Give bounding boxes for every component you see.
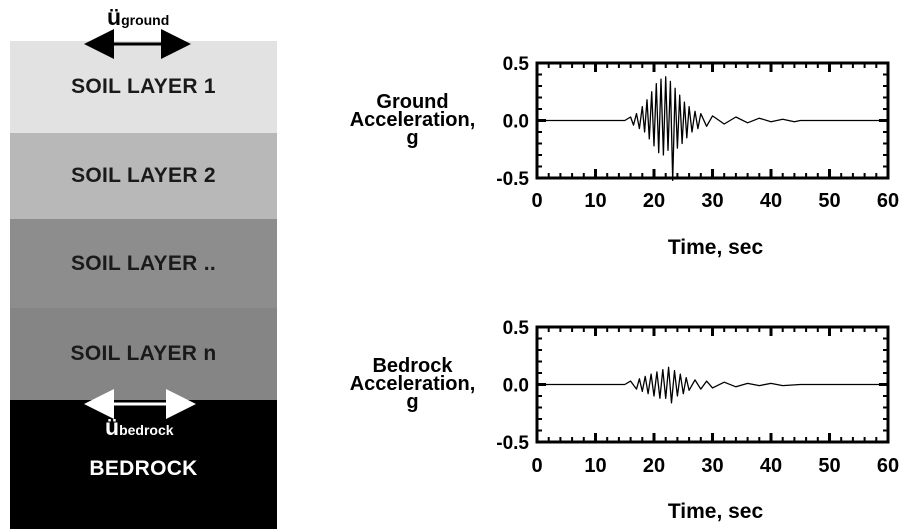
ground-x-tick-label: 30	[701, 190, 723, 212]
soil-layer-2-label: SOIL LAYER 2	[71, 164, 216, 187]
ground-x-axis-label: Time, sec	[668, 236, 764, 259]
bedrock-x-axis-label: Time, sec	[668, 500, 764, 523]
ground-x-tick-label: 20	[643, 190, 665, 212]
ground-y-tick-label: 0.5	[503, 54, 530, 75]
bedrock-x-tick-label: 40	[760, 455, 782, 477]
bedrock-y-tick-label: -0.5	[496, 433, 529, 454]
bedrock-acceleration-series	[537, 366, 888, 404]
bedrock-y-tick-label: 0.0	[503, 376, 529, 397]
bedrock-x-tick-label: 50	[818, 455, 840, 477]
soil-layer-n-label: SOIL LAYER n	[70, 342, 217, 365]
bedrock-acceleration-chart: 0 10 20 30 40 50 60 0.5 0.0 -0.5 Time, sec	[496, 318, 899, 523]
soil-layer-1-label: SOIL LAYER 1	[71, 75, 216, 98]
bedrock-accel-label-line-3: g	[406, 391, 419, 413]
ground-accel-axis-label: Ground Acceleration, g	[330, 91, 495, 149]
bedrock-y-tick-label: 0.5	[503, 318, 530, 339]
soil-layer-3-label: SOIL LAYER ..	[70, 251, 217, 275]
bedrock-x-tick-label: 20	[643, 455, 665, 477]
ground-accel-label-line-1: Ground	[376, 91, 449, 113]
ground-acceleration-series	[537, 76, 888, 181]
bedrock-accel-label-line-2: Acceleration,	[349, 373, 476, 395]
ground-x-tick-label: 0	[531, 190, 542, 212]
ground-motion-label: üground	[107, 4, 169, 31]
ground-x-tick-label: 50	[818, 190, 840, 212]
bedrock-x-tick-label: 10	[584, 455, 606, 477]
bedrock-x-tick-label: 30	[701, 455, 723, 477]
ground-acceleration-chart: 0 10 20 30 40 50 60 0.5 0.0 -0.5 Time, sec	[496, 54, 899, 259]
ground-motion-subscript: ground	[121, 12, 170, 28]
ground-accel-label-line-2: Acceleration,	[349, 109, 476, 131]
bedrock-x-tick-label: 0	[531, 455, 542, 477]
bedrock-accel-label-line-1: Bedrock	[372, 355, 453, 377]
bedrock-label: BEDROCK	[89, 457, 198, 480]
bedrock-motion-label: übedrock	[105, 414, 174, 441]
ground-motion-symbol: ü	[107, 4, 122, 30]
ground-accel-label-line-3: g	[406, 127, 419, 149]
ground-x-tick-label: 40	[760, 190, 782, 212]
bedrock-x-tick-label: 60	[877, 455, 899, 477]
ground-y-tick-label: -0.5	[496, 169, 529, 190]
ground-x-tick-label: 60	[877, 190, 899, 212]
ground-y-tick-label: 0.0	[503, 112, 529, 133]
bedrock-layer: BEDROCK	[10, 400, 277, 529]
ground-x-tick-label: 10	[584, 190, 606, 212]
bedrock-motion-symbol: ü	[105, 414, 120, 440]
soil-layer-2: SOIL LAYER 2	[10, 133, 277, 219]
soil-layer-n: SOIL LAYER n	[10, 308, 277, 400]
bedrock-accel-axis-label: Bedrock Acceleration, g	[330, 355, 495, 413]
bedrock-motion-subscript: bedrock	[119, 422, 174, 438]
soil-layer-3: SOIL LAYER ..	[10, 219, 277, 308]
